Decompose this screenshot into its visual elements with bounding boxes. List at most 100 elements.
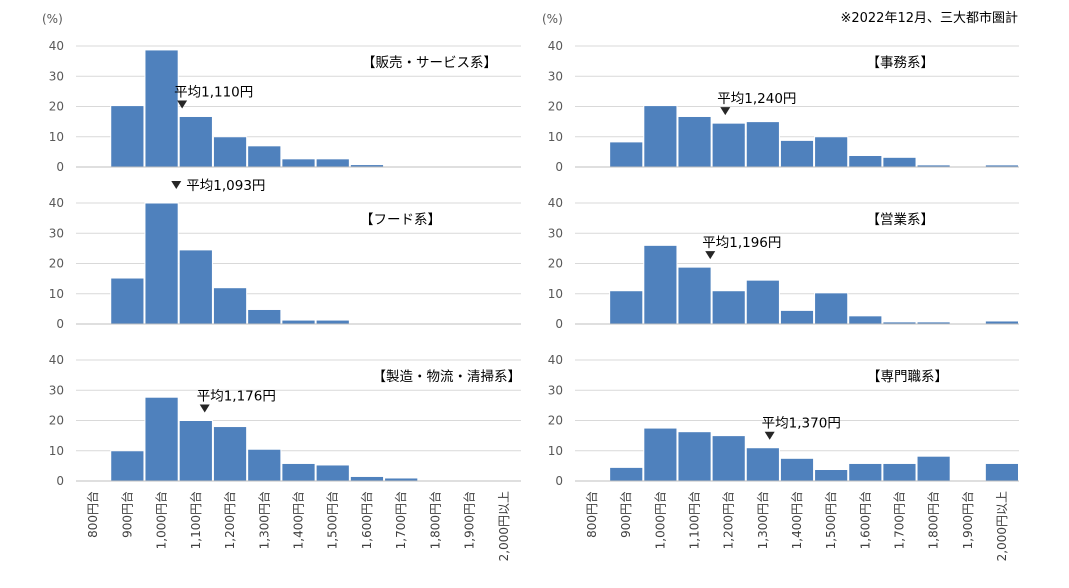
y-tick-label: 40 xyxy=(548,353,563,367)
panel-title: 【営業系】 xyxy=(867,212,935,228)
y-tick-label: 10 xyxy=(49,444,64,458)
bar xyxy=(315,464,350,482)
y-tick-label: 40 xyxy=(548,196,563,210)
y-tick-label: 20 xyxy=(49,257,64,271)
y-tick-label: 0 xyxy=(56,474,64,488)
x-tick-label: 1,600円台 xyxy=(359,491,374,549)
bar xyxy=(677,115,712,168)
x-tick-label: 1,300円台 xyxy=(755,491,770,549)
bar xyxy=(281,462,316,482)
bar xyxy=(882,462,917,482)
bar xyxy=(814,292,849,325)
y-tick-label: 40 xyxy=(49,196,64,210)
x-tick-label: 1,000円台 xyxy=(154,491,169,549)
chart-panel: 0 10 20 30 40 【専門職系】平均1,370円 800円台 900円台 1,000円台… xyxy=(548,353,1019,561)
y-unit-label-left: (%) xyxy=(42,12,63,26)
y-tick-label: 0 xyxy=(56,317,64,331)
y-tick-label: 10 xyxy=(49,287,64,301)
y-tick-label: 10 xyxy=(548,444,563,458)
x-tick-label: 2,000円以上 xyxy=(497,491,511,561)
x-tick-label: 900円台 xyxy=(119,491,134,538)
bar xyxy=(848,155,883,168)
average-label: 平均1,176円 xyxy=(197,389,276,405)
panel-title: 【事務系】 xyxy=(867,55,935,71)
bar xyxy=(247,448,282,482)
y-tick-label: 20 xyxy=(548,100,563,114)
x-tick-label: 1,100円台 xyxy=(687,491,702,549)
average-marker xyxy=(720,107,731,116)
y-unit-label-right: (%) xyxy=(542,12,563,26)
bar xyxy=(281,158,316,168)
bar xyxy=(609,466,644,482)
bar xyxy=(711,435,746,482)
bar xyxy=(281,319,316,325)
bar xyxy=(212,426,248,482)
bar xyxy=(609,141,644,168)
bar xyxy=(814,469,849,482)
average-marker xyxy=(199,404,210,413)
chart-panel: 0 10 20 30 40 【フード系】 平均1,093円 xyxy=(49,178,521,331)
average-marker xyxy=(705,251,716,260)
panel-title: 【製造・物流・清掃系】 xyxy=(373,368,522,385)
x-tick-label: 800円台 xyxy=(584,491,599,538)
y-tick-label: 20 xyxy=(548,414,563,428)
average-label: 平均1,093円 xyxy=(186,178,265,194)
bar xyxy=(178,249,213,325)
y-tick-label: 0 xyxy=(555,317,563,331)
bar xyxy=(315,158,350,168)
bar xyxy=(848,315,883,325)
bar xyxy=(814,136,849,168)
bar xyxy=(745,121,780,168)
x-tick-label: 1,000円台 xyxy=(652,491,667,549)
y-tick-label: 20 xyxy=(548,257,563,271)
bar xyxy=(178,115,213,168)
panel-title: 【販売・サービス系】 xyxy=(362,55,497,71)
y-tick-label: 30 xyxy=(49,383,64,397)
y-tick-label: 10 xyxy=(548,130,563,144)
x-tick-label: 1,900円台 xyxy=(960,491,975,549)
x-tick-label: 1,700円台 xyxy=(891,491,906,549)
y-tick-label: 40 xyxy=(49,353,64,367)
bar xyxy=(677,431,712,482)
x-tick-label: 1,800円台 xyxy=(427,491,442,549)
x-tick-label: 1,500円台 xyxy=(325,491,340,549)
x-tick-label: 1,800円台 xyxy=(926,491,941,549)
average-marker xyxy=(171,181,182,189)
y-tick-label: 40 xyxy=(49,39,64,53)
chart-panel: 0 10 20 30 40 【事務系】平均1,240円 xyxy=(548,39,1019,174)
bar xyxy=(916,455,951,482)
y-tick-label: 0 xyxy=(555,474,563,488)
chart-panel: 0 10 20 30 40 【営業系】平均1,196円 xyxy=(548,196,1019,331)
panel-title: 【専門職系】 xyxy=(867,369,948,385)
average-label: 平均1,370円 xyxy=(762,416,841,432)
x-tick-label: 1,300円台 xyxy=(256,491,271,549)
bar xyxy=(882,156,917,168)
x-tick-label: 1,900円台 xyxy=(462,491,477,549)
y-tick-label: 0 xyxy=(555,160,563,174)
y-tick-label: 10 xyxy=(49,130,64,144)
y-tick-label: 30 xyxy=(548,383,563,397)
bar xyxy=(745,279,780,325)
chart-panel: 0 10 20 30 40 【販売・サービス系】平均1,110円 xyxy=(49,39,521,174)
y-tick-label: 10 xyxy=(548,287,563,301)
x-tick-label: 1,200円台 xyxy=(222,491,237,549)
bar xyxy=(779,139,815,168)
bar xyxy=(110,277,145,325)
bar xyxy=(643,244,678,325)
bar xyxy=(643,105,678,168)
bar xyxy=(110,450,145,482)
bar xyxy=(609,290,644,325)
y-tick-label: 30 xyxy=(548,226,563,240)
bar xyxy=(315,319,350,325)
footnote: ※2022年12月、三大都市圏計 xyxy=(840,10,1018,26)
bar xyxy=(247,145,282,168)
x-tick-label: 1,600円台 xyxy=(857,491,872,549)
bar xyxy=(643,427,678,482)
bar xyxy=(212,136,248,168)
y-tick-label: 20 xyxy=(49,100,64,114)
y-tick-label: 30 xyxy=(49,69,64,83)
x-tick-label: 800円台 xyxy=(85,491,100,538)
x-tick-label: 1,700円台 xyxy=(393,491,408,549)
bar xyxy=(247,308,282,325)
